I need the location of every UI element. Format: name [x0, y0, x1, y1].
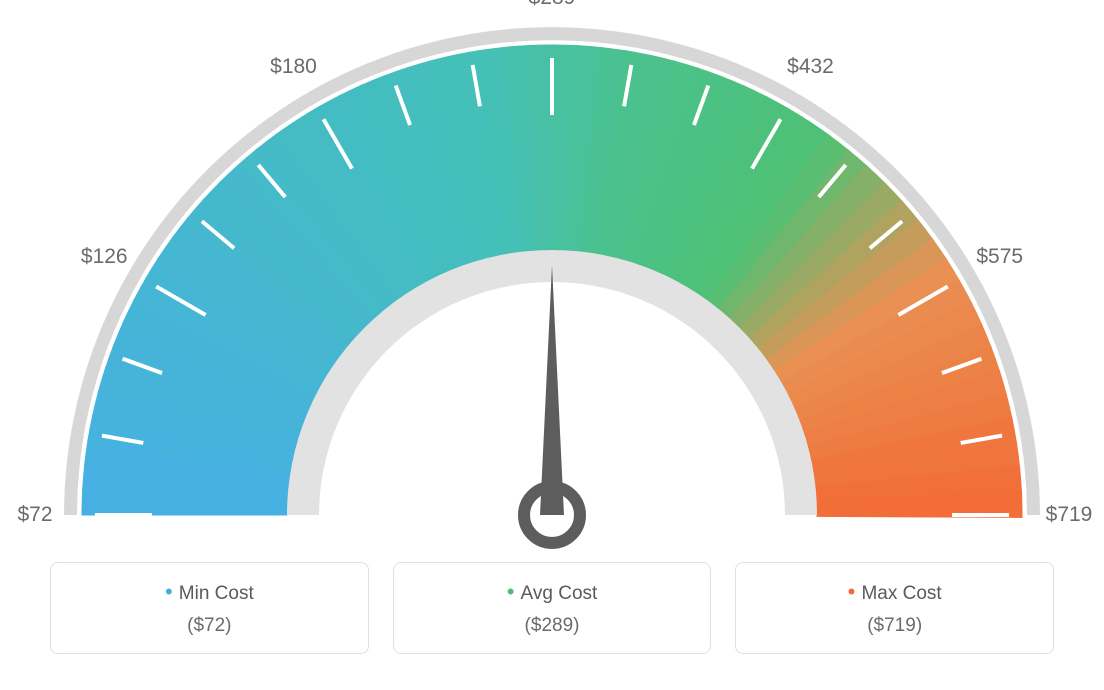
legend-min-label: Min Cost [61, 579, 358, 605]
legend-max-label: Max Cost [746, 579, 1043, 605]
legend-min-value: ($72) [61, 615, 358, 637]
legend-avg-value: ($289) [404, 615, 701, 637]
chart-container: $72 $126 $180 $289 $432 $575 $719 Min Cost ($7… [0, 0, 1104, 690]
legend-max-label-text: Max Cost [861, 583, 941, 604]
legend-max-value: ($719) [746, 615, 1043, 637]
legend-row: Min Cost ($72) Avg Cost ($289) Max Cost … [50, 562, 1054, 654]
legend-avg-label: Avg Cost [404, 579, 701, 605]
gauge-area: $72 $126 $180 $289 $432 $575 $719 [0, 0, 1104, 555]
legend-avg: Avg Cost ($289) [393, 562, 712, 654]
gauge-tick-label: $289 [529, 0, 576, 10]
gauge-tick-label: $180 [270, 55, 317, 79]
gauge-tick-label: $126 [81, 245, 128, 269]
legend-max: Max Cost ($719) [735, 562, 1054, 654]
gauge-tick-label: $575 [976, 245, 1023, 269]
legend-min: Min Cost ($72) [50, 562, 369, 654]
gauge-svg [0, 0, 1104, 555]
gauge-tick-label: $72 [17, 503, 52, 527]
legend-avg-label-text: Avg Cost [521, 583, 598, 604]
gauge-tick-label: $432 [787, 55, 834, 79]
legend-min-label-text: Min Cost [179, 583, 254, 604]
gauge-tick-label: $719 [1046, 503, 1093, 527]
